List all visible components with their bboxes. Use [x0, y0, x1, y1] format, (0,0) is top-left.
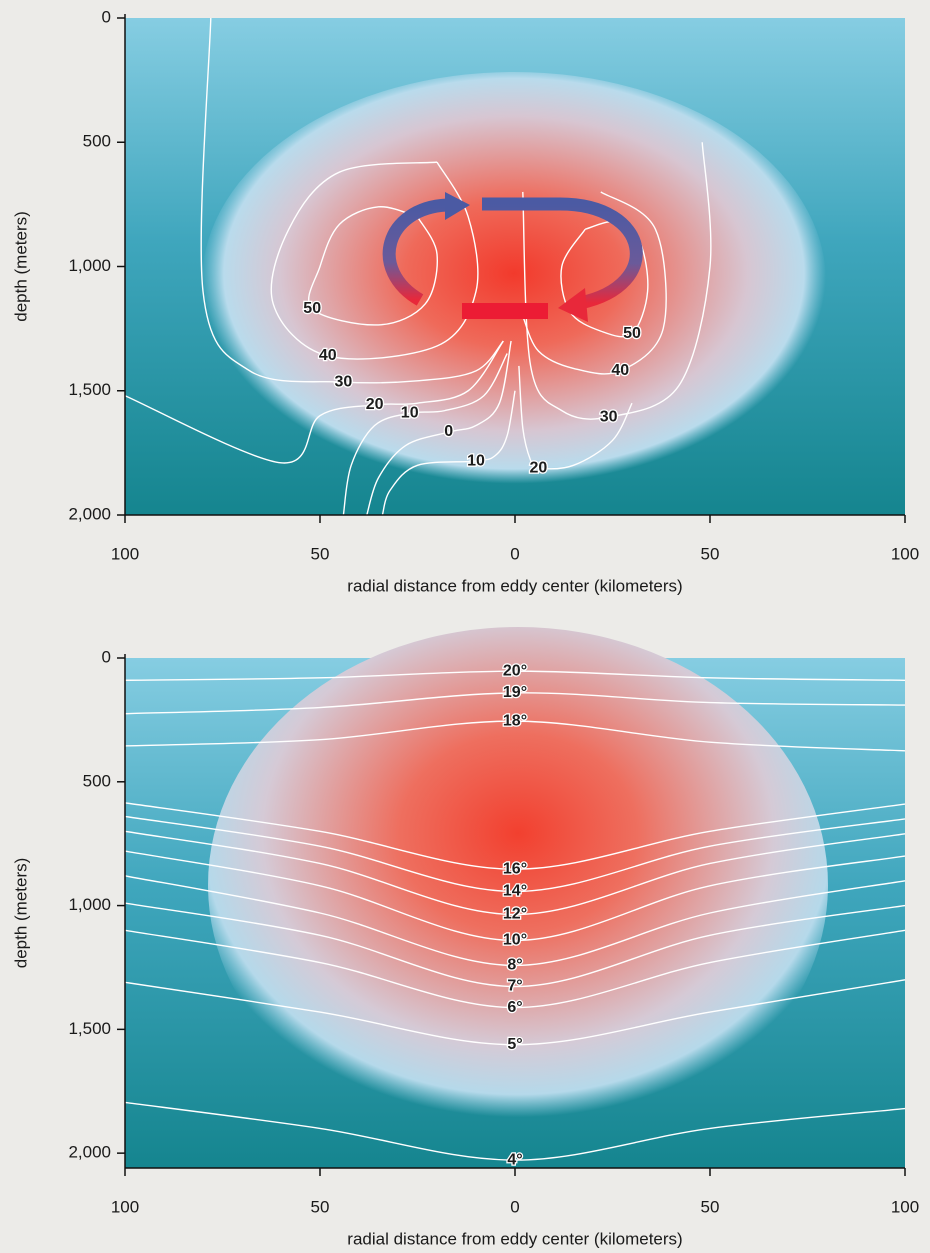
- contour-label: 40: [319, 347, 337, 364]
- isotherm-label: 6°: [507, 999, 522, 1016]
- contour-label: 10: [467, 452, 485, 469]
- y-tick-label: 2,000: [68, 504, 111, 523]
- isotherm-label: 10°: [503, 932, 527, 949]
- y-axis-title: depth (meters): [11, 211, 30, 322]
- contour-label: 0: [444, 423, 453, 440]
- x-tick-label: 50: [701, 544, 720, 563]
- x-tick-label: 100: [111, 1197, 139, 1216]
- y-tick-label: 2,000: [68, 1143, 111, 1162]
- isotherm-label: 16°: [503, 860, 527, 877]
- x-axis-title: radial distance from eddy center (kilome…: [347, 1229, 682, 1248]
- isotherm-label: 12°: [503, 906, 527, 923]
- isotherm-label: 19°: [503, 684, 527, 701]
- y-axis-title: depth (meters): [11, 858, 30, 969]
- y-tick-label: 1,500: [68, 380, 111, 399]
- x-axis-title: radial distance from eddy center (kilome…: [347, 576, 682, 595]
- isotherm-label: 4°: [507, 1151, 522, 1168]
- x-tick-label: 50: [701, 1197, 720, 1216]
- x-tick-label: 100: [111, 544, 139, 563]
- y-tick-label: 1,500: [68, 1019, 111, 1038]
- figure: 504030201001020304050 20°19°18°16°14°12°…: [0, 0, 930, 1253]
- contour-label: 20: [366, 396, 384, 413]
- contour-label: 50: [623, 325, 641, 342]
- y-tick-label: 1,000: [68, 256, 111, 275]
- x-tick-label: 50: [311, 544, 330, 563]
- y-tick-label: 500: [83, 132, 111, 151]
- contour-label: 20: [530, 459, 548, 476]
- contour-label: 30: [600, 408, 618, 425]
- x-tick-label: 0: [510, 544, 519, 563]
- isotherm-label: 18°: [503, 712, 527, 729]
- x-tick-label: 100: [891, 1197, 919, 1216]
- x-tick-label: 100: [891, 544, 919, 563]
- isotherm-label: 20°: [503, 662, 527, 679]
- y-tick-label: 0: [102, 7, 111, 26]
- isotherm-label: 7°: [507, 978, 522, 995]
- isotherm-label: 8°: [507, 957, 522, 974]
- contour-label: 50: [303, 300, 321, 317]
- plot-2: 20° 19° 18° 16° 14° 12° 10° 8° 7° 6° 5° 4°: [125, 627, 905, 1168]
- x-tick-label: 0: [510, 1197, 519, 1216]
- contour-label: 40: [611, 362, 629, 379]
- page: {"chart_data": [ {"type": "contour", "xl…: [0, 0, 930, 1253]
- x-tick-label: 50: [311, 1197, 330, 1216]
- y-tick-label: 500: [83, 771, 111, 790]
- contour-label: 30: [335, 373, 353, 390]
- isotherm-label: 5°: [507, 1036, 522, 1053]
- eddy-core: [202, 72, 826, 492]
- y-tick-label: 0: [102, 647, 111, 666]
- isotherm-label: 14°: [503, 883, 527, 900]
- contour-label: 10: [401, 404, 419, 421]
- y-tick-label: 1,000: [68, 895, 111, 914]
- plot-1: 50 40 30 20 10 0 10 20 30 40 50: [125, 14, 905, 515]
